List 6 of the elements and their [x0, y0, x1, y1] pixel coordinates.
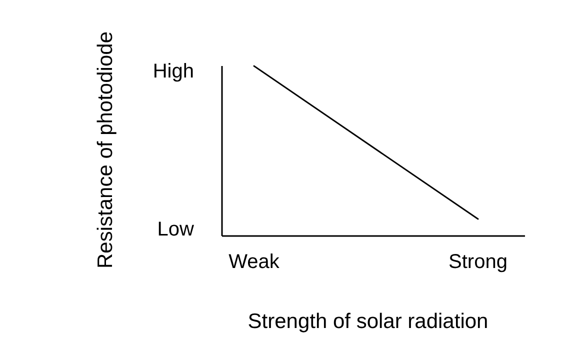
- x-tick-label: Weak: [228, 251, 280, 273]
- x-axis-title: Strength of solar radiation: [248, 310, 488, 333]
- x-tick-label: Strong: [448, 251, 508, 273]
- y-axis-title: Resistance of photodiode: [94, 32, 117, 268]
- text: Low: [157, 218, 195, 240]
- text: High: [152, 60, 194, 82]
